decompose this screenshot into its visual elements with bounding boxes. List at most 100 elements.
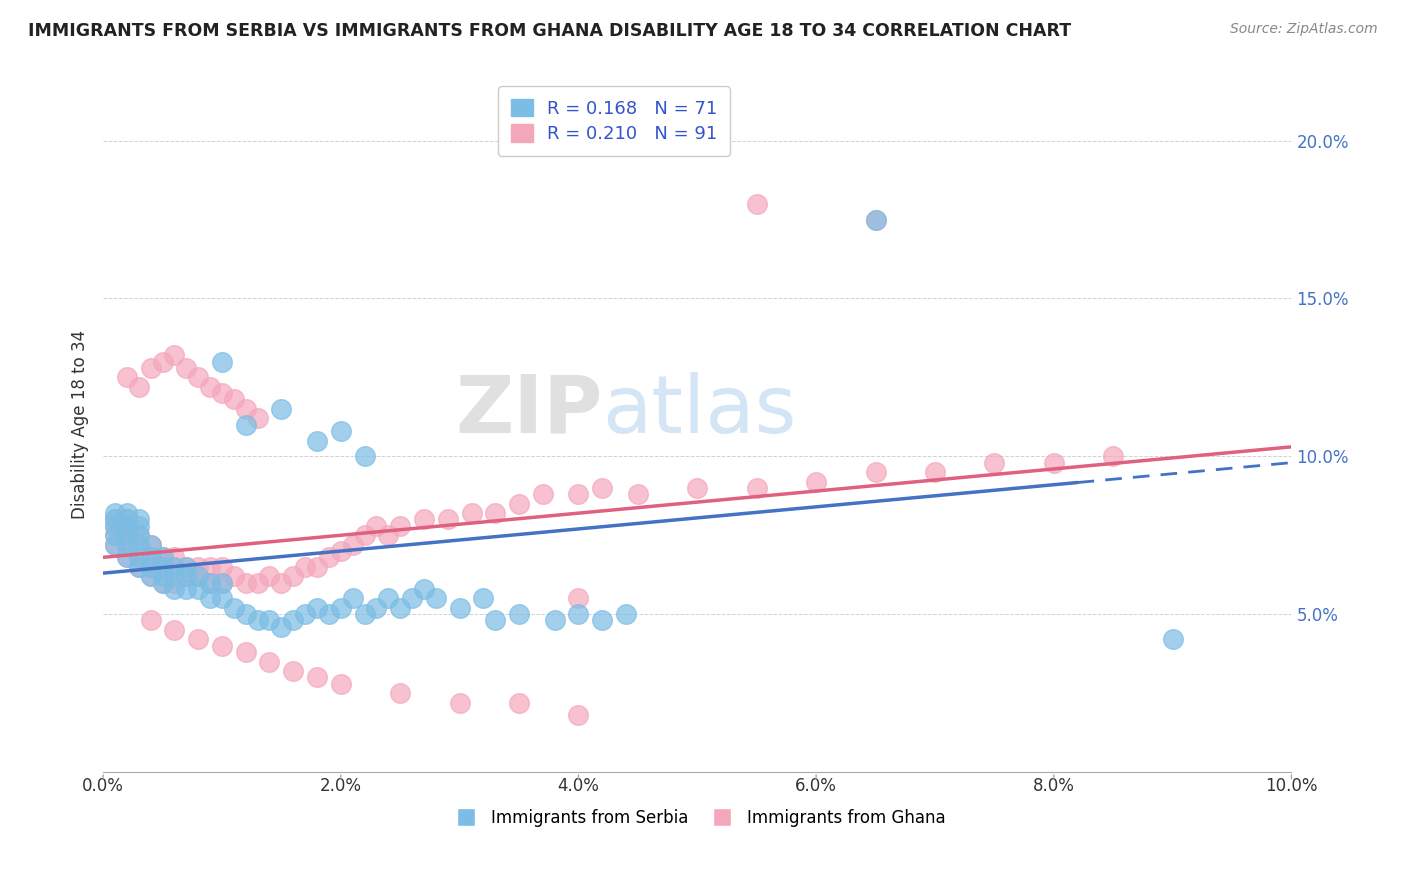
Point xyxy=(865,212,887,227)
Point xyxy=(235,417,257,432)
Point xyxy=(235,645,257,659)
Point xyxy=(614,607,637,622)
Point xyxy=(187,559,209,574)
Point xyxy=(544,614,567,628)
Y-axis label: Disability Age 18 to 34: Disability Age 18 to 34 xyxy=(72,330,89,519)
Point xyxy=(305,670,328,684)
Point xyxy=(745,481,768,495)
Point xyxy=(163,623,186,637)
Point xyxy=(745,196,768,211)
Point xyxy=(259,614,281,628)
Point xyxy=(152,575,174,590)
Point xyxy=(115,550,138,565)
Point xyxy=(163,569,186,583)
Point xyxy=(235,607,257,622)
Point xyxy=(152,569,174,583)
Point xyxy=(222,569,245,583)
Point xyxy=(389,518,412,533)
Point xyxy=(139,550,162,565)
Point xyxy=(865,212,887,227)
Point xyxy=(139,569,162,583)
Point xyxy=(401,591,423,606)
Point xyxy=(413,512,436,526)
Point xyxy=(139,550,162,565)
Point xyxy=(366,600,388,615)
Point xyxy=(283,664,305,678)
Point xyxy=(472,591,495,606)
Point xyxy=(235,575,257,590)
Point xyxy=(567,487,589,501)
Point xyxy=(211,559,233,574)
Point xyxy=(270,401,292,416)
Point xyxy=(449,696,471,710)
Point xyxy=(508,497,530,511)
Point xyxy=(305,559,328,574)
Point xyxy=(329,676,352,690)
Point xyxy=(508,607,530,622)
Point xyxy=(484,614,506,628)
Text: IMMIGRANTS FROM SERBIA VS IMMIGRANTS FROM GHANA DISABILITY AGE 18 TO 34 CORRELAT: IMMIGRANTS FROM SERBIA VS IMMIGRANTS FRO… xyxy=(28,22,1071,40)
Point xyxy=(211,639,233,653)
Point xyxy=(115,528,138,542)
Point xyxy=(104,538,127,552)
Text: Source: ZipAtlas.com: Source: ZipAtlas.com xyxy=(1230,22,1378,37)
Point xyxy=(187,370,209,384)
Point xyxy=(128,538,150,552)
Point xyxy=(211,386,233,401)
Point xyxy=(104,528,127,542)
Point xyxy=(115,506,138,520)
Point xyxy=(104,518,127,533)
Point xyxy=(377,528,399,542)
Point xyxy=(924,465,946,479)
Point xyxy=(246,614,269,628)
Point xyxy=(152,559,174,574)
Point xyxy=(115,538,138,552)
Point xyxy=(305,600,328,615)
Point xyxy=(389,686,412,700)
Point xyxy=(211,575,233,590)
Point xyxy=(176,569,198,583)
Point xyxy=(128,518,150,533)
Point xyxy=(318,607,340,622)
Point xyxy=(139,614,162,628)
Point xyxy=(139,559,162,574)
Point xyxy=(198,575,221,590)
Point xyxy=(329,424,352,438)
Text: atlas: atlas xyxy=(602,372,797,450)
Point xyxy=(436,512,458,526)
Point xyxy=(176,559,198,574)
Point xyxy=(508,696,530,710)
Point xyxy=(235,401,257,416)
Point xyxy=(413,582,436,596)
Point xyxy=(865,465,887,479)
Point xyxy=(128,538,150,552)
Legend: Immigrants from Serbia, Immigrants from Ghana: Immigrants from Serbia, Immigrants from … xyxy=(443,802,952,833)
Point xyxy=(152,575,174,590)
Point xyxy=(389,600,412,615)
Point xyxy=(567,591,589,606)
Point xyxy=(567,708,589,723)
Point xyxy=(1161,632,1184,647)
Point xyxy=(259,569,281,583)
Point xyxy=(115,538,138,552)
Point xyxy=(211,354,233,368)
Point xyxy=(176,582,198,596)
Point xyxy=(128,512,150,526)
Point xyxy=(460,506,482,520)
Point xyxy=(176,559,198,574)
Point xyxy=(139,360,162,375)
Point xyxy=(187,569,209,583)
Point xyxy=(176,569,198,583)
Point xyxy=(128,559,150,574)
Point xyxy=(115,550,138,565)
Point xyxy=(115,518,138,533)
Point xyxy=(128,559,150,574)
Point xyxy=(353,528,375,542)
Point xyxy=(1042,456,1064,470)
Point xyxy=(198,559,221,574)
Point xyxy=(329,544,352,558)
Point xyxy=(198,575,221,590)
Point xyxy=(163,559,186,574)
Point xyxy=(283,614,305,628)
Point xyxy=(259,655,281,669)
